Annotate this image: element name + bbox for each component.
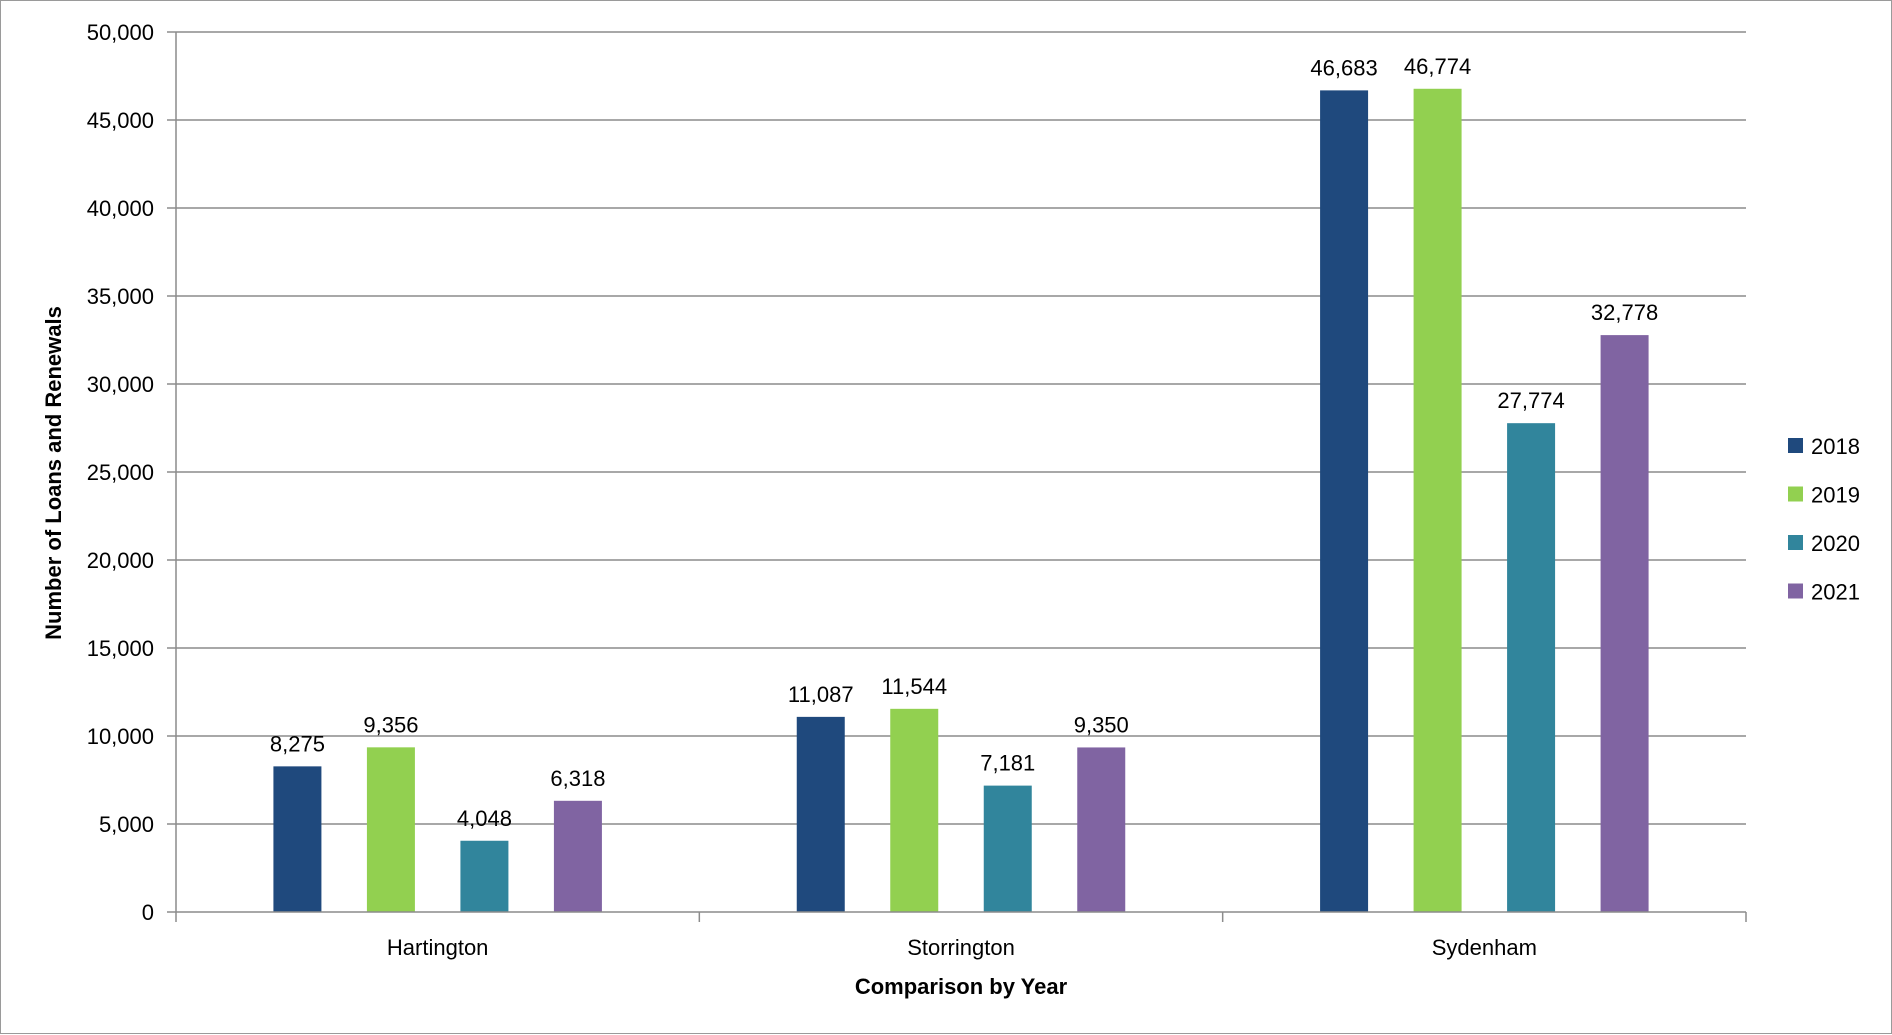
legend-label: 2021 — [1811, 580, 1860, 605]
y-tick-label: 0 — [142, 900, 154, 925]
bar — [553, 800, 602, 912]
data-label: 46,774 — [1404, 54, 1471, 79]
y-tick-label: 35,000 — [87, 284, 154, 309]
legend-label: 2020 — [1811, 531, 1860, 556]
bar — [366, 747, 415, 912]
data-label: 9,350 — [1074, 712, 1129, 737]
x-tick-label: Storrington — [907, 935, 1015, 960]
bar — [1413, 88, 1462, 913]
x-tick-labels: Hartington Storrington Sydenham — [387, 935, 1537, 960]
data-label: 8,275 — [270, 731, 325, 756]
axes — [167, 31, 1747, 922]
bar — [1320, 90, 1369, 912]
legend-label: 2018 — [1811, 434, 1860, 459]
gridlines — [176, 31, 1746, 825]
bar — [890, 708, 939, 912]
bar — [460, 840, 509, 912]
bar — [1077, 747, 1126, 912]
y-axis-title: Number of Loans and Renewals — [41, 306, 66, 640]
data-label: 9,356 — [363, 712, 418, 737]
y-tick-label: 10,000 — [87, 724, 154, 749]
data-label: 4,048 — [457, 806, 512, 831]
x-tick-label: Hartington — [387, 935, 489, 960]
data-label: 6,318 — [550, 766, 605, 791]
bar — [796, 716, 845, 912]
y-tick-label: 25,000 — [87, 460, 154, 485]
data-label: 7,181 — [980, 751, 1035, 776]
x-tick-label: Sydenham — [1432, 935, 1537, 960]
bars — [273, 88, 1649, 913]
bar — [273, 766, 322, 912]
legend-swatch — [1788, 438, 1803, 453]
x-axis-title: Comparison by Year — [855, 974, 1068, 999]
bar — [1600, 335, 1649, 913]
data-label: 27,774 — [1497, 388, 1564, 413]
y-tick-label: 5,000 — [99, 812, 154, 837]
legend-swatch — [1788, 535, 1803, 550]
y-tick-label: 45,000 — [87, 108, 154, 133]
legend-swatch — [1788, 486, 1803, 502]
bar — [983, 785, 1032, 912]
data-label: 32,778 — [1591, 300, 1658, 325]
data-labels: 8,275 9,356 4,048 6,318 11,087 11,544 7,181 9,3… — [270, 54, 1658, 831]
bar — [1507, 423, 1556, 912]
data-label: 46,683 — [1310, 55, 1377, 80]
y-tick-label: 50,000 — [87, 20, 154, 45]
y-tick-label: 20,000 — [87, 548, 154, 573]
y-tick-label: 30,000 — [87, 372, 154, 397]
legend-label: 2019 — [1811, 483, 1860, 508]
legend: 2018 2019 2020 2021 — [1788, 434, 1860, 605]
legend-swatch — [1788, 583, 1803, 599]
data-label: 11,087 — [788, 682, 854, 707]
data-label: 11,544 — [881, 674, 947, 699]
y-tick-labels: 0 5,000 10,000 15,000 20,000 25,000 30,000 35,0… — [87, 20, 154, 925]
y-tick-label: 40,000 — [87, 196, 154, 221]
y-tick-label: 15,000 — [87, 636, 154, 661]
